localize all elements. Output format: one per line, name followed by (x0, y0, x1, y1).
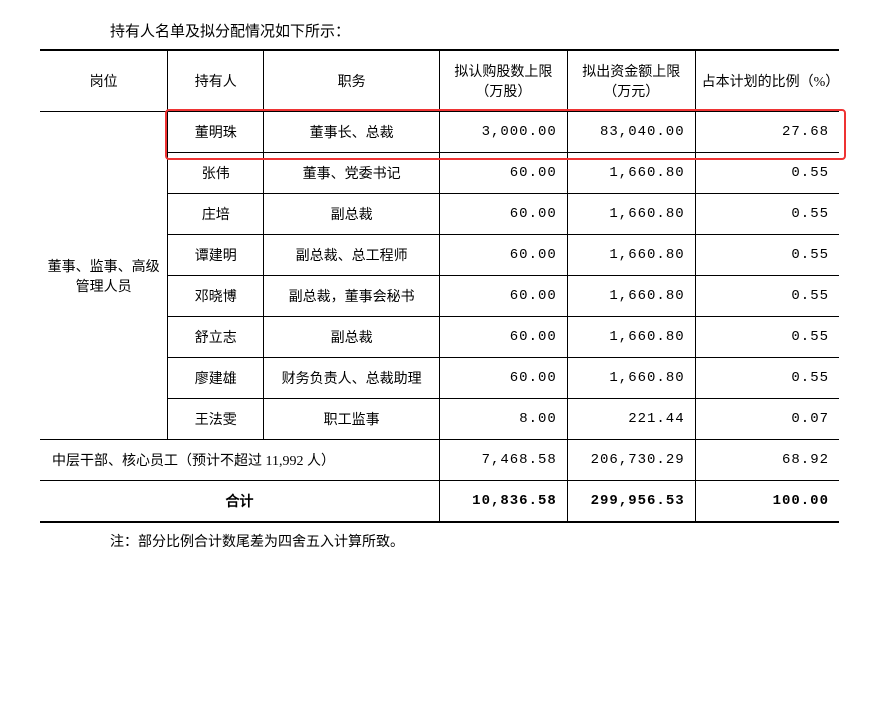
header-holder: 持有人 (168, 50, 264, 112)
cell-holder: 舒立志 (168, 317, 264, 358)
cell-amount: 83,040.00 (567, 112, 695, 153)
table-row-midlevel: 中层干部、核心员工（预计不超过 11,992 人）7,468.58206,730… (40, 440, 839, 481)
cell-pct: 0.55 (695, 358, 839, 399)
cell-holder: 廖建雄 (168, 358, 264, 399)
table-row-total: 合计10,836.58299,956.53100.00 (40, 481, 839, 523)
cell-shares: 3,000.00 (439, 112, 567, 153)
table-row: 董事、监事、高级管理人员董明珠董事长、总裁3,000.0083,040.0027… (40, 112, 839, 153)
cell-holder: 谭建明 (168, 235, 264, 276)
cell-shares: 60.00 (439, 153, 567, 194)
cell-midlevel-label: 中层干部、核心员工（预计不超过 11,992 人） (40, 440, 439, 481)
cell-amount: 1,660.80 (567, 276, 695, 317)
table-note: 注：部分比例合计数尾差为四舍五入计算所致。 (110, 531, 839, 551)
cell-pct: 27.68 (695, 112, 839, 153)
cell-holder: 邓晓博 (168, 276, 264, 317)
header-shares: 拟认购股数上限（万股） (439, 50, 567, 112)
cell-pct: 0.55 (695, 153, 839, 194)
table-caption: 持有人名单及拟分配情况如下所示： (110, 20, 839, 41)
cell-amount: 1,660.80 (567, 194, 695, 235)
cell-total-amount: 299,956.53 (567, 481, 695, 523)
cell-holder: 张伟 (168, 153, 264, 194)
table-container: 岗位 持有人 职务 拟认购股数上限（万股） 拟出资金额上限（万元） 占本计划的比… (40, 49, 839, 523)
cell-pct: 0.55 (695, 194, 839, 235)
cell-amount: 221.44 (567, 399, 695, 440)
cell-title: 董事长、总裁 (264, 112, 440, 153)
cell-pct: 0.55 (695, 317, 839, 358)
cell-total-pct: 100.00 (695, 481, 839, 523)
cell-holder: 董明珠 (168, 112, 264, 153)
cell-title: 副总裁，董事会秘书 (264, 276, 440, 317)
cell-position-group: 董事、监事、高级管理人员 (40, 112, 168, 440)
cell-title: 副总裁 (264, 317, 440, 358)
cell-title: 副总裁、总工程师 (264, 235, 440, 276)
cell-total-label: 合计 (40, 481, 439, 523)
cell-shares: 7,468.58 (439, 440, 567, 481)
table-header-row: 岗位 持有人 职务 拟认购股数上限（万股） 拟出资金额上限（万元） 占本计划的比… (40, 50, 839, 112)
cell-amount: 206,730.29 (567, 440, 695, 481)
cell-amount: 1,660.80 (567, 153, 695, 194)
cell-pct: 0.07 (695, 399, 839, 440)
header-position: 岗位 (40, 50, 168, 112)
cell-title: 职工监事 (264, 399, 440, 440)
cell-holder: 庄培 (168, 194, 264, 235)
cell-shares: 60.00 (439, 276, 567, 317)
cell-pct: 68.92 (695, 440, 839, 481)
cell-shares: 60.00 (439, 194, 567, 235)
header-amount: 拟出资金额上限（万元） (567, 50, 695, 112)
header-pct: 占本计划的比例（%） (695, 50, 839, 112)
cell-shares: 60.00 (439, 317, 567, 358)
cell-pct: 0.55 (695, 276, 839, 317)
allocation-table: 岗位 持有人 职务 拟认购股数上限（万股） 拟出资金额上限（万元） 占本计划的比… (40, 49, 839, 523)
cell-title: 财务负责人、总裁助理 (264, 358, 440, 399)
cell-shares: 8.00 (439, 399, 567, 440)
cell-title: 董事、党委书记 (264, 153, 440, 194)
cell-amount: 1,660.80 (567, 358, 695, 399)
cell-title: 副总裁 (264, 194, 440, 235)
cell-amount: 1,660.80 (567, 235, 695, 276)
cell-pct: 0.55 (695, 235, 839, 276)
cell-holder: 王法雯 (168, 399, 264, 440)
header-title: 职务 (264, 50, 440, 112)
cell-shares: 60.00 (439, 358, 567, 399)
cell-shares: 60.00 (439, 235, 567, 276)
cell-total-shares: 10,836.58 (439, 481, 567, 523)
cell-amount: 1,660.80 (567, 317, 695, 358)
